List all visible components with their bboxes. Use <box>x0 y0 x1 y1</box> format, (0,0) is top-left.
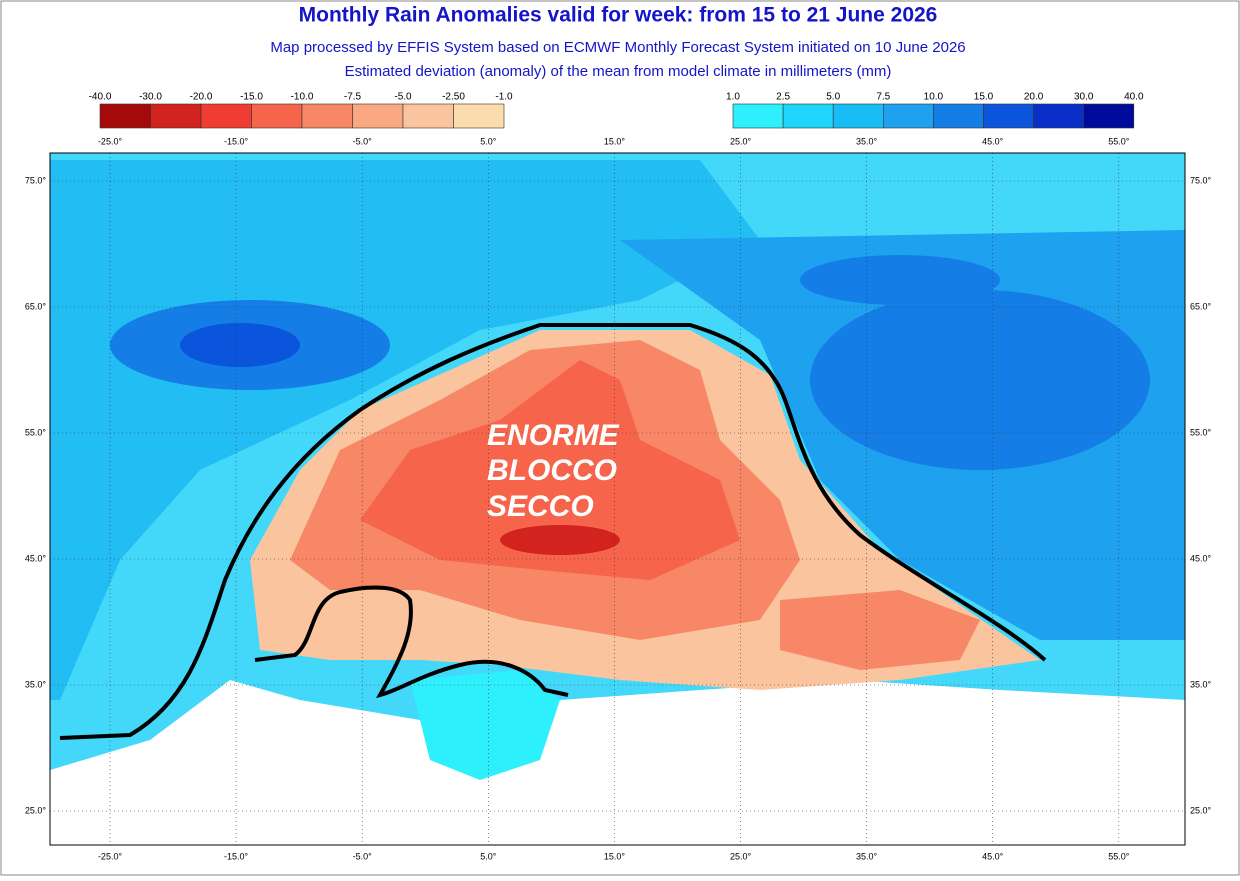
lon-label: 15.0° <box>604 851 626 861</box>
legend-swatch <box>782 103 834 129</box>
legend-swatch <box>882 103 934 129</box>
legend-label: 15.0 <box>974 92 994 103</box>
annotation: SECCO <box>487 490 594 523</box>
lat-label: 65.0° <box>25 301 47 311</box>
map-frame <box>49 152 1186 846</box>
lon-label: 35.0° <box>856 851 878 861</box>
wet-area <box>410 670 560 780</box>
legend-swatch <box>150 103 202 129</box>
legend-label: -5.0 <box>394 92 412 103</box>
legend-swatch <box>200 103 252 129</box>
lat-label: 25.0° <box>25 805 47 815</box>
lon-label: -5.0° <box>353 851 373 861</box>
legend-label: -7.5 <box>344 92 362 103</box>
legend-label: -40.0 <box>89 92 112 103</box>
title: Monthly Rain Anomalies valid for week: f… <box>299 4 938 27</box>
legend-label: -10.0 <box>291 92 314 103</box>
legend-label: 20.0 <box>1024 92 1044 103</box>
legend-label: 5.0 <box>826 92 840 103</box>
land-dry <box>50 680 1185 845</box>
dry-core <box>500 525 620 555</box>
annotation: ENORME <box>487 419 620 452</box>
legend-swatch <box>301 103 353 129</box>
lon-label: 5.0° <box>480 851 497 861</box>
legend-label: 10.0 <box>924 92 944 103</box>
legend-swatch <box>983 103 1034 129</box>
subtitle: Map processed by EFFIS System based on E… <box>270 39 965 56</box>
legend-swatch <box>933 103 984 129</box>
lon-label: -15.0° <box>224 136 249 146</box>
lon-label: 5.0° <box>480 136 497 146</box>
wet-core <box>810 290 1150 470</box>
legend-swatch <box>1083 103 1135 129</box>
legend-label: 40.0 <box>1124 92 1144 103</box>
wet-core <box>180 323 300 367</box>
legend-label: -1.0 <box>495 92 513 103</box>
annotation: BLOCCO <box>487 454 617 487</box>
lat-label: 55.0° <box>1190 427 1212 437</box>
legend-swatch <box>1033 103 1084 129</box>
annotation-curve <box>59 323 1047 740</box>
lon-label: 55.0° <box>1108 851 1130 861</box>
lon-label: 15.0° <box>604 136 626 146</box>
lon-label: 25.0° <box>730 851 752 861</box>
lat-label: 45.0° <box>1190 553 1212 563</box>
legend-label: 30.0 <box>1074 92 1094 103</box>
lon-label: 35.0° <box>856 136 878 146</box>
legend-swatch <box>832 103 884 129</box>
legend-swatch <box>99 103 151 129</box>
legend-swatch <box>402 103 454 129</box>
legend-label: 2.5 <box>776 92 790 103</box>
description: Estimated deviation (anomaly) of the mea… <box>345 63 892 80</box>
legend-label: -15.0 <box>240 92 263 103</box>
legend-label: -30.0 <box>139 92 162 103</box>
legend-label: -20.0 <box>190 92 213 103</box>
legend-label: -2.50 <box>442 92 465 103</box>
lat-label: 55.0° <box>25 427 47 437</box>
lon-label: 45.0° <box>982 851 1004 861</box>
legend-swatch <box>732 103 784 129</box>
legend-label: 1.0 <box>726 92 740 103</box>
lon-label: 25.0° <box>730 136 752 146</box>
lat-label: 75.0° <box>25 175 47 185</box>
wet-core <box>800 255 1000 305</box>
graticule <box>50 153 1185 845</box>
legend-swatch <box>251 103 303 129</box>
lon-label: -5.0° <box>353 136 373 146</box>
lon-label: 45.0° <box>982 136 1004 146</box>
legend: -40.0 -30.0 -20.0 -15.0 -10.0 -7.5 -5.0 -2.50 -1… <box>89 92 1144 129</box>
wet-area <box>50 160 760 700</box>
lat-label: 35.0° <box>1190 679 1212 689</box>
legend-swatch <box>453 103 505 129</box>
map: ENORME BLOCCO SECCO <box>50 153 1185 845</box>
lat-label: 35.0° <box>25 679 47 689</box>
lat-label: 75.0° <box>1190 175 1212 185</box>
lat-label: 65.0° <box>1190 301 1212 311</box>
annotation-curve <box>254 585 569 699</box>
lat-label: 25.0° <box>1190 805 1212 815</box>
legend-label: 7.5 <box>876 92 890 103</box>
dry-area <box>360 360 740 580</box>
lon-label: -25.0° <box>98 851 123 861</box>
dry-area <box>780 590 980 670</box>
lon-label: -25.0° <box>98 136 123 146</box>
lon-label: -15.0° <box>224 851 249 861</box>
legend-swatch <box>352 103 404 129</box>
lon-label: 55.0° <box>1108 136 1130 146</box>
lat-label: 45.0° <box>25 553 47 563</box>
